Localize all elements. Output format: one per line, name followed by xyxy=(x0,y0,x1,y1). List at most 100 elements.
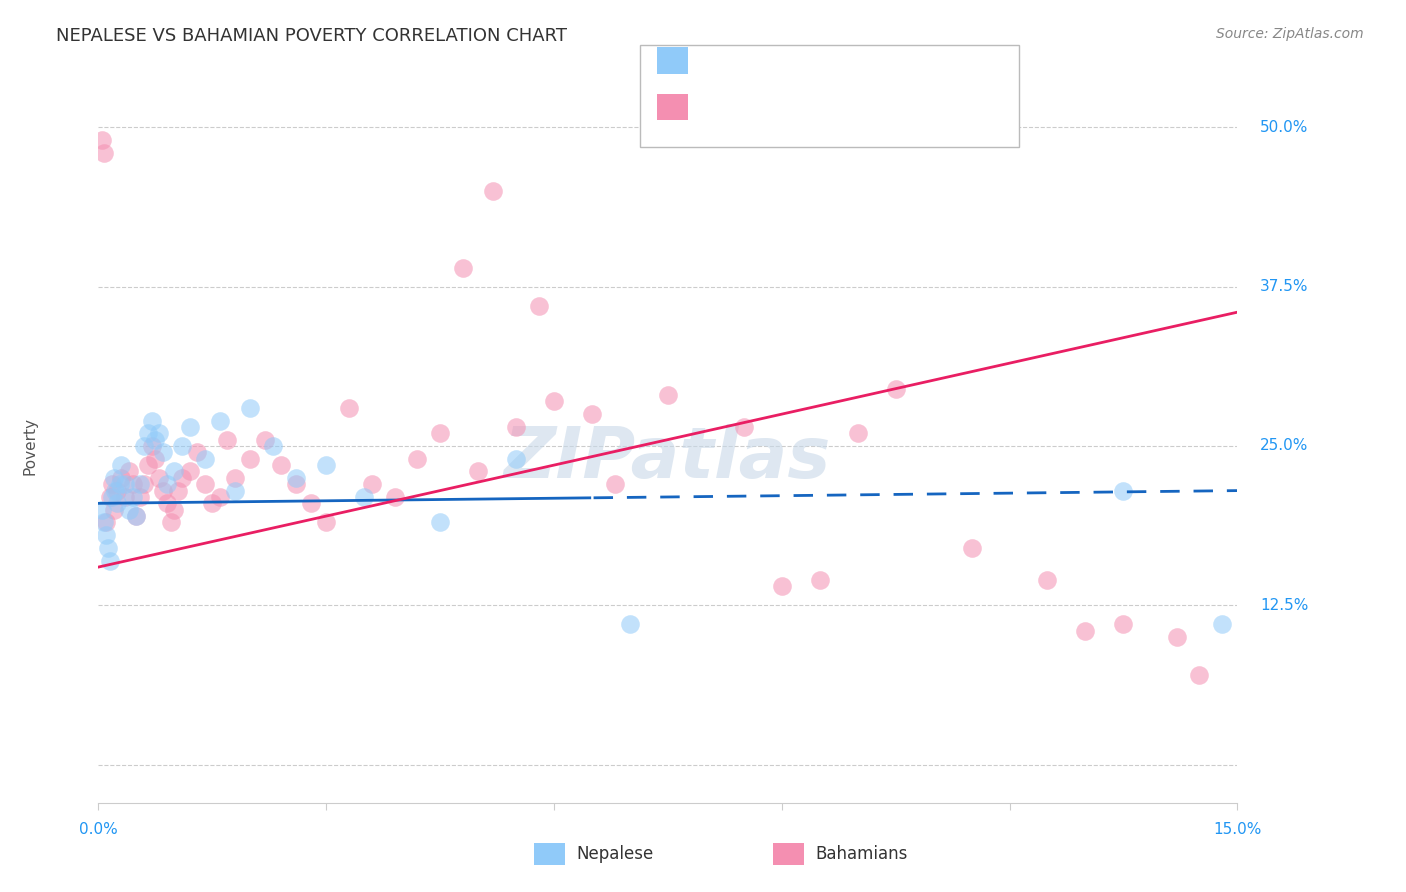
Point xyxy=(148,471,170,485)
Point xyxy=(657,388,679,402)
Point xyxy=(145,451,167,466)
Point xyxy=(406,451,429,466)
Point xyxy=(217,433,239,447)
Point xyxy=(299,496,322,510)
Point xyxy=(141,439,163,453)
Point xyxy=(163,502,186,516)
Text: 37.5%: 37.5% xyxy=(1260,279,1309,294)
Point xyxy=(141,413,163,427)
Point xyxy=(156,496,179,510)
Point xyxy=(114,477,136,491)
Text: 0.0%: 0.0% xyxy=(79,822,118,837)
Point xyxy=(96,541,118,555)
Point xyxy=(543,394,565,409)
Point xyxy=(129,490,152,504)
Point xyxy=(194,451,217,466)
Point xyxy=(91,133,114,147)
Point xyxy=(152,445,174,459)
Point xyxy=(619,617,641,632)
Point xyxy=(148,426,170,441)
Text: 12.5%: 12.5% xyxy=(1260,598,1309,613)
Point xyxy=(108,477,131,491)
Point xyxy=(118,465,141,479)
Point xyxy=(270,458,292,472)
Point xyxy=(170,471,193,485)
Point xyxy=(163,465,186,479)
Point xyxy=(429,426,451,441)
Point xyxy=(98,554,121,568)
Point xyxy=(152,483,174,498)
Point xyxy=(159,516,181,530)
Point xyxy=(114,490,136,504)
Point xyxy=(156,477,179,491)
Point xyxy=(179,420,201,434)
Point xyxy=(960,541,983,555)
Point xyxy=(467,465,489,479)
Point xyxy=(118,502,141,516)
Point xyxy=(505,451,527,466)
Text: R = 0.053   N = 39: R = 0.053 N = 39 xyxy=(704,52,862,70)
Point xyxy=(733,420,755,434)
Point xyxy=(98,490,121,504)
Point xyxy=(254,433,277,447)
Point xyxy=(101,477,124,491)
Text: 50.0%: 50.0% xyxy=(1260,120,1309,135)
Point xyxy=(93,516,115,530)
Point xyxy=(136,426,159,441)
Point xyxy=(103,471,125,485)
Point xyxy=(224,483,246,498)
Point xyxy=(91,502,114,516)
Text: Bahamians: Bahamians xyxy=(815,845,908,863)
Point xyxy=(527,299,550,313)
Point xyxy=(770,579,793,593)
Point xyxy=(103,502,125,516)
Point xyxy=(167,483,190,498)
Text: Poverty: Poverty xyxy=(22,417,38,475)
Point xyxy=(239,451,262,466)
Point xyxy=(224,471,246,485)
Point xyxy=(110,458,132,472)
Point xyxy=(104,483,127,498)
Point xyxy=(208,490,231,504)
Point xyxy=(170,439,193,453)
Point xyxy=(315,458,337,472)
Point xyxy=(186,445,208,459)
Point xyxy=(846,426,869,441)
Point xyxy=(1112,617,1135,632)
Point xyxy=(107,496,129,510)
Point xyxy=(384,490,406,504)
Point xyxy=(1211,617,1233,632)
Point xyxy=(107,483,129,498)
Point xyxy=(239,401,262,415)
Text: Nepalese: Nepalese xyxy=(576,845,654,863)
Point xyxy=(121,477,143,491)
Point xyxy=(201,496,224,510)
Point xyxy=(429,516,451,530)
Point xyxy=(581,407,603,421)
Point xyxy=(315,516,337,530)
Point xyxy=(110,471,132,485)
Text: R = 0.304   N = 62: R = 0.304 N = 62 xyxy=(704,98,862,116)
Point xyxy=(603,477,626,491)
Point xyxy=(121,490,143,504)
Point xyxy=(451,260,474,275)
Point xyxy=(125,509,148,524)
Point xyxy=(129,477,152,491)
Point xyxy=(1036,573,1059,587)
Point xyxy=(262,439,284,453)
Point xyxy=(145,433,167,447)
Point xyxy=(284,471,307,485)
Point xyxy=(93,145,115,160)
Point xyxy=(101,490,124,504)
Point xyxy=(284,477,307,491)
Point xyxy=(125,509,148,524)
Text: Source: ZipAtlas.com: Source: ZipAtlas.com xyxy=(1216,27,1364,41)
Point xyxy=(208,413,231,427)
Text: 25.0%: 25.0% xyxy=(1260,439,1309,453)
Point xyxy=(94,516,117,530)
Point xyxy=(136,458,159,472)
Point xyxy=(884,382,907,396)
Text: ZIPatlas: ZIPatlas xyxy=(505,425,831,493)
Point xyxy=(353,490,375,504)
Point xyxy=(1188,668,1211,682)
